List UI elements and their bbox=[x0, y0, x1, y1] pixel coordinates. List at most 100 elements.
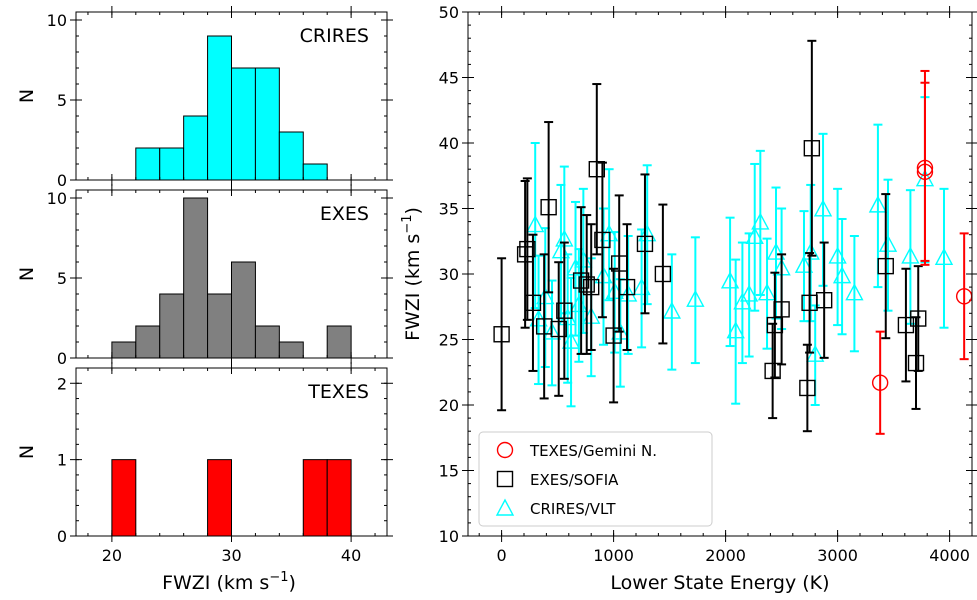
hist-exes-panel: 0 5 10 EXES N bbox=[16, 184, 393, 368]
scatter-legend: TEXES/Gemini N. EXES/SOFIA CRIRES/VLT bbox=[478, 431, 713, 527]
hist-exes-ylabel: N bbox=[16, 267, 38, 281]
hist-texes-bar bbox=[302, 459, 328, 537]
hist-exes-bar bbox=[326, 325, 352, 359]
point-triangle-marker bbox=[751, 212, 770, 230]
point-triangle-marker bbox=[542, 322, 562, 340]
hist-exes-label: EXES bbox=[320, 203, 369, 225]
scatter-ytick-label: 30 bbox=[439, 265, 459, 284]
hist-crires-bar bbox=[278, 131, 304, 181]
point-square-marker bbox=[556, 302, 573, 319]
scatter-ytick-label: 10 bbox=[439, 527, 459, 546]
point-square-marker bbox=[897, 316, 915, 334]
point-triangle-marker bbox=[813, 199, 833, 217]
hist-crires-ytick-label: 5 bbox=[57, 91, 67, 110]
scatter-xtick-label: 1000 bbox=[593, 546, 634, 565]
point-square-marker bbox=[636, 235, 654, 253]
hist-exes-bar bbox=[159, 293, 185, 359]
hist-texes-ytick-label: 2 bbox=[57, 374, 67, 393]
scatter-ylabel-end: ) bbox=[402, 207, 424, 214]
hist-exes-bar bbox=[135, 325, 161, 359]
hist-xlabel: FWZI (km s−1) bbox=[162, 570, 296, 594]
point-triangle-marker bbox=[794, 255, 814, 273]
scatter-ylabel-main: FWZI (km s bbox=[402, 234, 424, 341]
hist-crires-label: CRIRES bbox=[300, 25, 369, 47]
hist-exes-ytick-label: 0 bbox=[57, 349, 67, 368]
point-square-marker bbox=[493, 326, 510, 343]
point-triangle-marker bbox=[686, 289, 705, 307]
hist-exes-yticks: 0 5 10 bbox=[47, 189, 393, 368]
hist-crires-panel: 0 5 10 CRIRES N bbox=[16, 6, 393, 190]
point-circle-marker bbox=[916, 163, 934, 181]
point-triangle-marker bbox=[901, 246, 920, 264]
point-triangle-marker bbox=[720, 271, 740, 289]
point-square-marker bbox=[773, 301, 790, 318]
hist-texes-ytick-label: 0 bbox=[57, 527, 67, 546]
point-square-marker bbox=[572, 272, 590, 289]
legend-label-exes: EXES/SOFIA bbox=[530, 471, 619, 489]
point-square-marker bbox=[524, 294, 542, 312]
scatter-xtick-label: 3000 bbox=[817, 546, 858, 565]
hist-texes-xtick-label: 20 bbox=[102, 546, 122, 565]
point-square-marker bbox=[803, 140, 821, 157]
hist-texes-ytick-label: 1 bbox=[57, 451, 67, 470]
point-square-marker bbox=[578, 276, 595, 293]
hist-crires-bar bbox=[135, 147, 161, 181]
point-triangle-marker bbox=[599, 224, 619, 242]
hist-texes-label: TEXES bbox=[307, 381, 369, 403]
hist-exes-frame bbox=[75, 189, 388, 359]
point-square-marker bbox=[519, 240, 536, 258]
legend-markers bbox=[495, 441, 515, 516]
scatter-ytick-label: 50 bbox=[439, 3, 459, 22]
point-triangle-marker bbox=[845, 283, 864, 301]
point-square-marker bbox=[605, 327, 622, 344]
point-triangle-marker bbox=[832, 266, 852, 284]
point-square-marker bbox=[618, 278, 636, 296]
point-square-marker bbox=[540, 198, 557, 216]
hist-exes-bar bbox=[278, 341, 304, 359]
hist-exes-bar bbox=[254, 325, 280, 359]
hist-texes-bar bbox=[207, 459, 232, 537]
point-triangle-marker bbox=[526, 215, 545, 233]
point-triangle-marker bbox=[726, 321, 745, 339]
scatter-xtick-label: 0 bbox=[497, 546, 507, 565]
point-circle-marker bbox=[871, 374, 889, 391]
point-triangle-marker bbox=[868, 195, 888, 213]
hist-crires-bar bbox=[302, 163, 328, 181]
point-triangle-marker bbox=[662, 301, 682, 319]
hist-exes-bar bbox=[231, 261, 256, 359]
hist-exes-ytick-label: 10 bbox=[47, 189, 67, 208]
scatter-points bbox=[493, 39, 973, 435]
scatter-xtick-label: 2000 bbox=[705, 546, 746, 565]
point-triangle-marker bbox=[745, 226, 764, 245]
legend-marker-circle bbox=[496, 441, 514, 459]
hist-xlabel-sup: −1 bbox=[269, 570, 288, 585]
point-triangle-marker bbox=[536, 287, 555, 305]
hist-exes-bar bbox=[111, 341, 137, 359]
hist-texes-xtick-label: 30 bbox=[221, 546, 241, 565]
scatter-xtick-label: 4000 bbox=[929, 546, 970, 565]
legend-label-texes: TEXES/Gemini N. bbox=[529, 442, 657, 460]
scatter-ytick-label: 20 bbox=[439, 396, 459, 415]
hist-xlabel-main: FWZI (km s bbox=[162, 572, 269, 594]
point-square-marker bbox=[654, 265, 672, 283]
scatter-ytick-label: 15 bbox=[439, 462, 459, 481]
point-triangle-marker bbox=[757, 283, 777, 301]
hist-texes-frame bbox=[75, 367, 388, 537]
scatter-ylabel-sup: −1 bbox=[400, 215, 415, 234]
scatter-ytick-label: 45 bbox=[439, 69, 459, 88]
hist-exes-ytick-label: 5 bbox=[57, 269, 67, 288]
hist-crires-bars bbox=[135, 35, 328, 181]
hist-crires-ytick-label: 10 bbox=[47, 11, 67, 30]
hist-crires-bar bbox=[159, 147, 185, 181]
point-triangle-marker bbox=[806, 344, 825, 362]
hist-crires-ylabel: N bbox=[16, 89, 38, 103]
hist-exes-bar bbox=[183, 197, 209, 359]
hist-crires-frame bbox=[75, 11, 388, 181]
point-square-marker bbox=[550, 320, 567, 338]
hist-exes-bar bbox=[207, 293, 232, 359]
hist-crires-bar bbox=[183, 115, 209, 181]
legend-marker-triangle bbox=[495, 498, 515, 516]
point-triangle-marker bbox=[594, 266, 613, 284]
point-triangle-marker bbox=[934, 247, 954, 265]
scatter-ylabel: FWZI (km s−1) bbox=[400, 207, 424, 341]
